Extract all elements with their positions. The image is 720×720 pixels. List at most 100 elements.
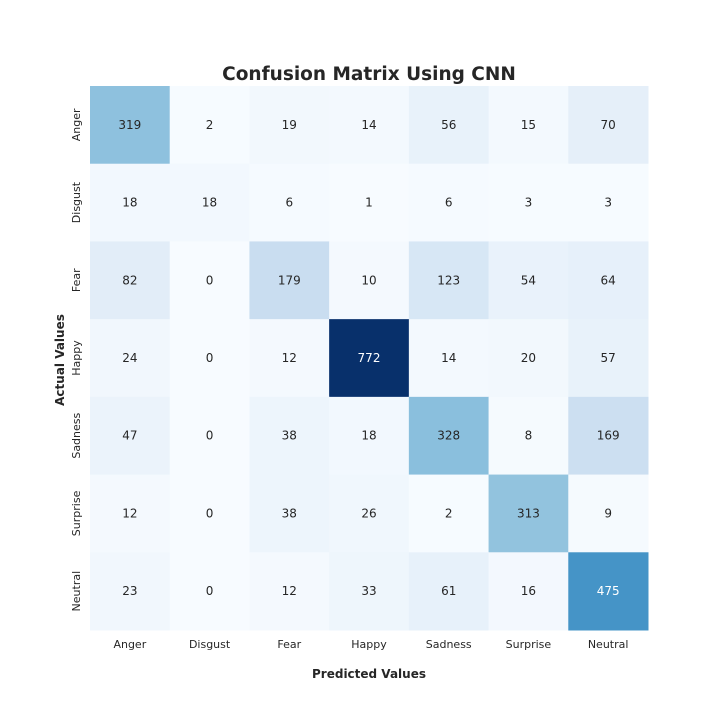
y-axis-label: Actual Values [53, 314, 67, 406]
cell-value-label: 14 [441, 351, 456, 365]
cell-value-label: 57 [601, 351, 616, 365]
cell-value-label: 12 [282, 584, 297, 598]
x-tick-label: Neutral [588, 638, 629, 651]
cell-value-label: 18 [202, 196, 217, 210]
cell-value-label: 70 [601, 118, 616, 132]
heatmap-cell [408, 319, 490, 398]
heatmap-cell [568, 241, 649, 320]
cell-value-label: 0 [206, 506, 214, 520]
cell-value-label: 15 [521, 118, 536, 132]
heatmap-cell [408, 474, 490, 553]
x-tick-labels: Anger Disgust Fear Happy Sadness Surprise Neut… [113, 638, 628, 651]
heatmap-cell [568, 474, 649, 553]
heatmap-cell [329, 163, 410, 242]
heatmap-cell [568, 552, 649, 631]
cell-value-label: 47 [122, 429, 137, 443]
heatmap-cell [169, 396, 250, 476]
y-tick-label: Anger [70, 108, 83, 141]
heatmap-cell [488, 319, 569, 398]
heatmap-cell [488, 474, 569, 553]
cell-value-label: 33 [361, 584, 376, 598]
x-tick-label: Happy [351, 638, 387, 651]
x-tick-label: Surprise [506, 638, 552, 651]
heatmap-cell [408, 552, 490, 631]
cell-value-label: 38 [282, 506, 297, 520]
cell-value-label: 82 [122, 273, 137, 287]
cell-value-label: 2 [206, 118, 214, 132]
cell-value-label: 1 [365, 196, 373, 210]
heatmap-cell [249, 552, 330, 631]
x-tick-label: Sadness [426, 638, 472, 651]
cell-value-label: 20 [521, 351, 536, 365]
heatmap-cell [90, 86, 171, 165]
cell-value-label: 772 [358, 351, 381, 365]
x-tick-label: Fear [277, 638, 301, 651]
cell-value-label: 0 [206, 584, 214, 598]
heatmap-cell [488, 396, 569, 476]
cell-value-label: 0 [206, 429, 214, 443]
y-tick-label: Fear [70, 268, 83, 292]
y-tick-label: Happy [70, 340, 83, 376]
cell-value-label: 23 [122, 584, 137, 598]
x-tick-label: Anger [113, 638, 146, 651]
heatmap-cell [169, 86, 250, 165]
cell-value-label: 54 [521, 273, 536, 287]
y-tick-label: Sadness [70, 412, 83, 458]
heatmap-cell [568, 319, 649, 398]
y-tick-label: Disgust [70, 181, 83, 223]
cell-value-label: 3 [604, 196, 612, 210]
cell-value-label: 26 [361, 506, 376, 520]
cell-value-label: 56 [441, 118, 456, 132]
heatmap-cell [488, 241, 569, 320]
heatmap-cell [249, 474, 330, 553]
heatmap-cell [568, 163, 649, 242]
cell-value-label: 328 [437, 429, 460, 443]
x-axis-label: Predicted Values [312, 667, 426, 681]
heatmap-cell [329, 552, 410, 631]
cell-value-label: 313 [517, 506, 540, 520]
heatmap-cell [488, 552, 569, 631]
cell-value-label: 38 [282, 429, 297, 443]
cell-value-label: 14 [361, 118, 376, 132]
heatmap-cell [408, 163, 490, 242]
heatmap-cell [169, 241, 250, 320]
cell-value-label: 475 [597, 584, 620, 598]
heatmap-cell [329, 474, 410, 553]
y-tick-label: Surprise [70, 490, 83, 536]
heatmap-cell [169, 474, 250, 553]
cell-value-label: 61 [441, 584, 456, 598]
cell-value-label: 2 [445, 506, 453, 520]
heatmap-cell [169, 163, 250, 242]
heatmap-cell [408, 396, 490, 476]
heatmap-cell [408, 86, 490, 165]
cell-value-label: 3 [525, 196, 533, 210]
cell-value-label: 16 [521, 584, 536, 598]
cell-value-label: 9 [604, 506, 612, 520]
heatmap-cell [90, 552, 171, 631]
chart-title: Confusion Matrix Using CNN [222, 64, 516, 85]
heatmap-cell [408, 241, 490, 320]
cell-value-label: 18 [361, 429, 376, 443]
cell-value-label: 12 [282, 351, 297, 365]
heatmap-cell [249, 241, 330, 320]
cell-value-label: 18 [122, 196, 137, 210]
cell-value-label: 0 [206, 351, 214, 365]
heatmap-cell [329, 241, 410, 320]
cell-value-label: 8 [525, 429, 533, 443]
cell-value-label: 24 [122, 351, 137, 365]
heatmap-cell [249, 396, 330, 476]
heatmap-cell [568, 396, 649, 476]
cell-value-label: 123 [437, 273, 460, 287]
cell-value-label: 319 [118, 118, 141, 132]
heatmap-cell [90, 319, 171, 398]
cell-value-label: 19 [282, 118, 297, 132]
heatmap-cell [568, 86, 649, 165]
heatmap-cell [169, 319, 250, 398]
y-tick-labels: Anger Disgust Fear Happy Sadness Surprise Neut… [70, 108, 83, 611]
y-tick-label: Neutral [70, 571, 83, 612]
heatmap-cell [249, 319, 330, 398]
heatmap-cell [249, 86, 330, 165]
cell-value-label: 6 [445, 196, 453, 210]
